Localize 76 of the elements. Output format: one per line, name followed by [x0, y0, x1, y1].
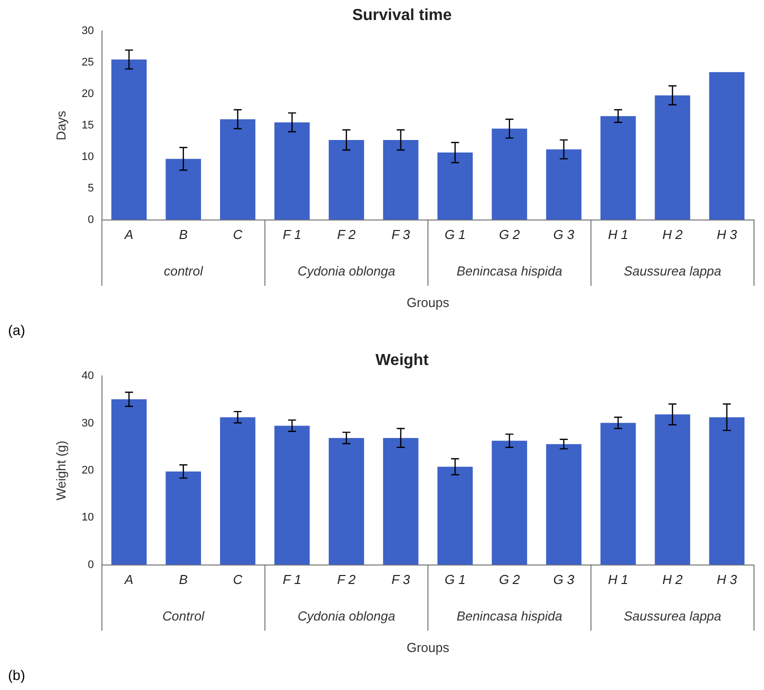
x-tick-label: A	[124, 227, 134, 242]
bar	[546, 444, 582, 565]
y-tick-label: 10	[82, 150, 94, 163]
x-tick-label: F 1	[282, 227, 302, 242]
x-tick-label: G 3	[553, 227, 576, 242]
bar	[437, 466, 473, 565]
text: control	[164, 263, 204, 278]
bar	[220, 119, 256, 220]
bar	[166, 471, 202, 565]
bar	[111, 59, 147, 220]
y-axis-title: Days	[53, 110, 68, 140]
x-tick-label: G 2	[498, 227, 521, 242]
x-tick-label: C	[233, 227, 244, 242]
x-axis-title: Groups	[406, 294, 450, 310]
text: Benincasa hispida	[456, 608, 562, 624]
x-axis-title: Groups	[406, 640, 450, 655]
x-tick-label: H 1	[608, 227, 628, 242]
bar	[492, 440, 528, 565]
x-tick-label: G 1	[444, 572, 466, 588]
y-tick-label: 40	[82, 370, 94, 382]
x-tick-label: G 3	[553, 572, 576, 588]
x-tick-label: F 3	[391, 227, 411, 242]
text: (a)	[8, 322, 26, 338]
text: Benincasa hispida	[456, 263, 562, 278]
bar	[654, 414, 690, 565]
y-tick-label: 5	[88, 182, 94, 194]
bar	[492, 128, 528, 220]
text: Saussurea lappa	[624, 608, 722, 624]
x-tick-label: A	[124, 572, 134, 588]
x-tick-label: H 2	[662, 227, 684, 242]
x-tick-label: H 3	[716, 572, 738, 588]
bar	[328, 438, 364, 565]
y-axis-title: Weight (g)	[53, 440, 68, 500]
bar	[328, 140, 364, 220]
x-tick-label: F 2	[337, 572, 356, 588]
text: Saussurea lappa	[624, 263, 722, 278]
y-tick-label: 20	[82, 464, 94, 477]
bar	[546, 149, 582, 220]
y-tick-label: 0	[88, 558, 94, 571]
chart-title: Survival time	[352, 7, 452, 24]
bar	[274, 122, 310, 220]
bar	[383, 438, 418, 565]
y-tick-label: 30	[82, 25, 94, 38]
x-tick-label: B	[179, 572, 188, 588]
x-tick-label: H 3	[716, 227, 738, 242]
x-tick-label: F 1	[282, 572, 302, 588]
text: Cydonia oblonga	[298, 263, 396, 278]
text: (b)	[8, 666, 26, 683]
x-tick-label: G 1	[444, 227, 466, 242]
x-tick-label: F 3	[391, 572, 411, 588]
bar	[220, 417, 256, 565]
bar	[709, 72, 744, 220]
bar	[383, 140, 418, 220]
bar	[600, 116, 636, 220]
x-tick-label: B	[179, 227, 188, 242]
bar	[709, 417, 744, 565]
bar	[111, 399, 147, 565]
x-tick-label: H 1	[608, 572, 628, 588]
bar	[274, 426, 310, 565]
y-tick-label: 30	[82, 417, 94, 430]
text: Cydonia oblonga	[298, 608, 396, 624]
bar	[654, 95, 690, 220]
bar	[600, 422, 636, 565]
x-tick-label: H 2	[662, 572, 684, 588]
y-tick-label: 20	[82, 88, 94, 100]
x-tick-label: C	[233, 572, 244, 588]
y-tick-label: 10	[82, 512, 94, 524]
y-tick-label: 25	[82, 56, 94, 69]
bar	[437, 152, 473, 220]
text: Control	[162, 608, 206, 624]
y-tick-label: 0	[88, 214, 94, 226]
x-tick-label: G 2	[498, 572, 521, 588]
chart-title: Weight	[375, 352, 430, 370]
x-tick-label: F 2	[337, 227, 356, 242]
bar	[166, 158, 202, 220]
y-tick-label: 15	[82, 120, 94, 132]
